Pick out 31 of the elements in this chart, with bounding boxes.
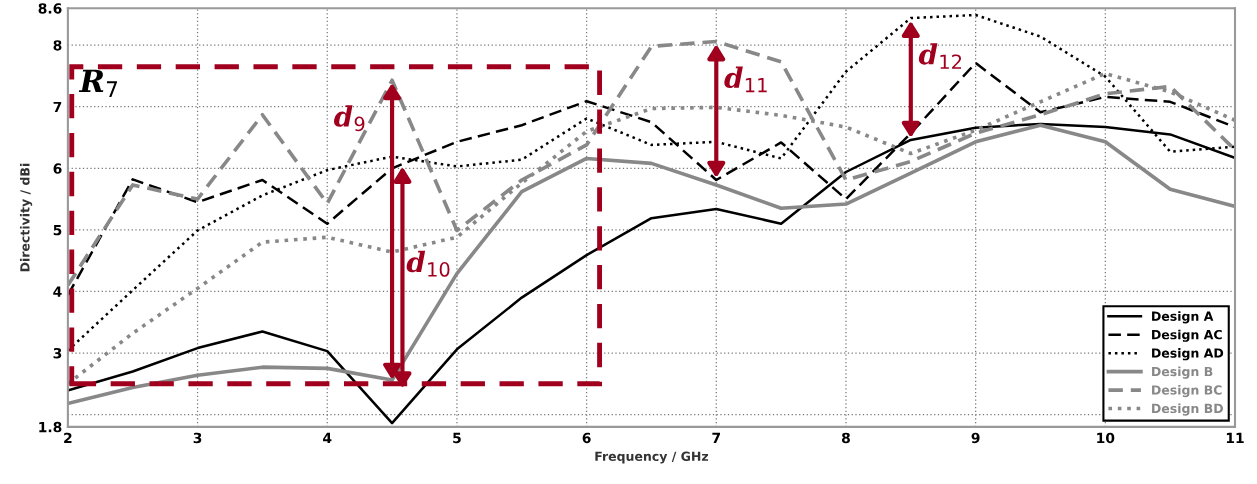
annotation: d$_{12}$ xyxy=(918,43,962,69)
legend-label: Design BD xyxy=(1152,403,1223,416)
y-tick-label: 1.8 xyxy=(39,421,62,433)
x-tick-label: 9 xyxy=(971,432,980,444)
legend-label: Design AC xyxy=(1152,329,1222,342)
y-tick-label: 8 xyxy=(53,40,62,51)
x-tick-label: 11 xyxy=(1226,432,1244,443)
legend-label: Design AD xyxy=(1152,348,1224,361)
annotation: d$_{10}$ xyxy=(406,250,450,277)
annotation: R$_{7}$ xyxy=(78,69,118,97)
x-tick-label: 4 xyxy=(323,432,332,443)
x-tick-label: 6 xyxy=(582,432,591,444)
x-tick-label: 10 xyxy=(1097,432,1115,444)
annotation: d$_{9}$ xyxy=(334,105,365,132)
x-axis-title: Frequency / GHz xyxy=(595,451,709,464)
y-axis-title: Directivity / dBi xyxy=(19,163,33,272)
x-tick-label: 2 xyxy=(64,432,72,443)
y-tick-label: 3 xyxy=(53,347,62,359)
x-tick-label: 3 xyxy=(193,432,202,444)
x-tick-label: 8 xyxy=(841,432,850,444)
y-tick-label: 5 xyxy=(53,225,62,236)
y-tick-label: 4 xyxy=(53,286,62,297)
legend-label: Design A xyxy=(1152,311,1214,324)
y-tick-label: 8.6 xyxy=(38,3,62,14)
y-tick-label: 7 xyxy=(53,101,62,113)
legend-label: Design BC xyxy=(1152,385,1222,398)
x-tick-label: 7 xyxy=(712,432,721,443)
legend-label: Design B xyxy=(1152,366,1213,379)
x-tick-label: 5 xyxy=(453,432,461,444)
annotation: d$_{11}$ xyxy=(724,66,767,93)
y-tick-label: 6 xyxy=(53,163,62,174)
